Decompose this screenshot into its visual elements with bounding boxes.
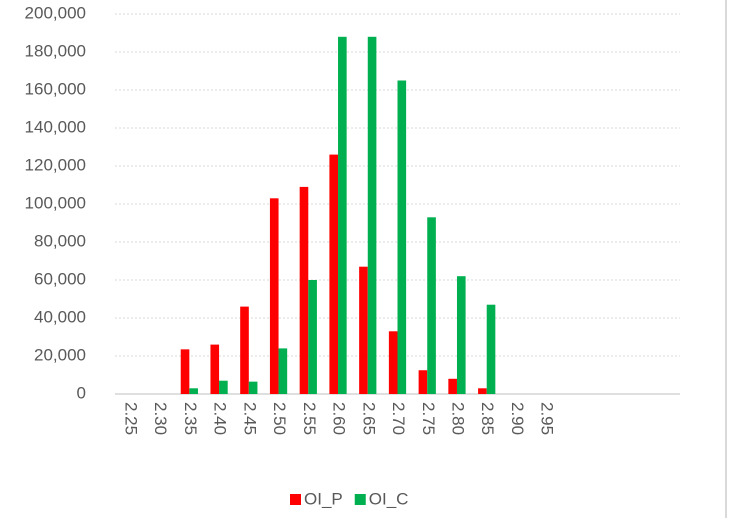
x-tick-label: 2.30 — [151, 402, 170, 435]
bar — [240, 306, 249, 394]
bar — [388, 331, 398, 394]
bar — [338, 36, 347, 395]
bar — [299, 186, 309, 394]
x-tick-label: 2.90 — [508, 402, 527, 435]
legend-swatch — [354, 494, 366, 505]
legend-swatch — [290, 494, 301, 505]
bar — [269, 198, 279, 394]
legend-label: OI_C — [369, 489, 409, 508]
y-tick-label: 40,000 — [34, 307, 86, 326]
bar — [418, 370, 428, 394]
bar — [359, 266, 368, 394]
x-tick-label: 2.40 — [211, 402, 230, 435]
x-tick-label: 2.25 — [121, 402, 140, 435]
y-tick-label: 20,000 — [34, 345, 86, 364]
bar — [448, 378, 457, 394]
bar — [486, 304, 496, 394]
x-tick-label: 2.80 — [448, 402, 467, 435]
bar — [478, 388, 487, 394]
bar — [219, 380, 228, 394]
y-tick-label: 120,000 — [25, 155, 86, 174]
bar — [329, 154, 339, 394]
x-tick-label: 2.65 — [359, 402, 378, 435]
bar — [427, 217, 436, 394]
y-tick-label: 160,000 — [25, 79, 86, 98]
x-tick-label: 2.35 — [181, 402, 200, 435]
bar — [278, 348, 288, 394]
x-tick-label: 2.55 — [300, 402, 319, 435]
bar — [210, 344, 220, 394]
x-tick-label: 2.45 — [240, 402, 259, 435]
bar — [308, 280, 317, 394]
y-tick-label: 60,000 — [34, 269, 86, 288]
y-tick-label: 140,000 — [25, 117, 86, 136]
x-tick-label: 2.75 — [419, 402, 438, 435]
x-tick-label: 2.95 — [538, 402, 557, 435]
x-tick-label: 2.70 — [389, 402, 408, 435]
y-tick-label: 0 — [77, 383, 86, 402]
x-tick-label: 2.50 — [270, 402, 289, 435]
legend-label: OI_P — [304, 489, 343, 508]
x-tick-label: 2.85 — [478, 402, 497, 435]
y-tick-label: 200,000 — [25, 3, 86, 22]
y-tick-label: 80,000 — [34, 231, 86, 250]
bar — [456, 276, 466, 394]
bar — [248, 381, 258, 394]
bar — [180, 349, 190, 394]
bar — [189, 388, 198, 394]
bar — [367, 36, 377, 395]
bar — [397, 80, 407, 394]
y-tick-label: 100,000 — [25, 193, 86, 212]
y-tick-label: 180,000 — [25, 41, 86, 60]
x-tick-label: 2.60 — [330, 402, 349, 435]
